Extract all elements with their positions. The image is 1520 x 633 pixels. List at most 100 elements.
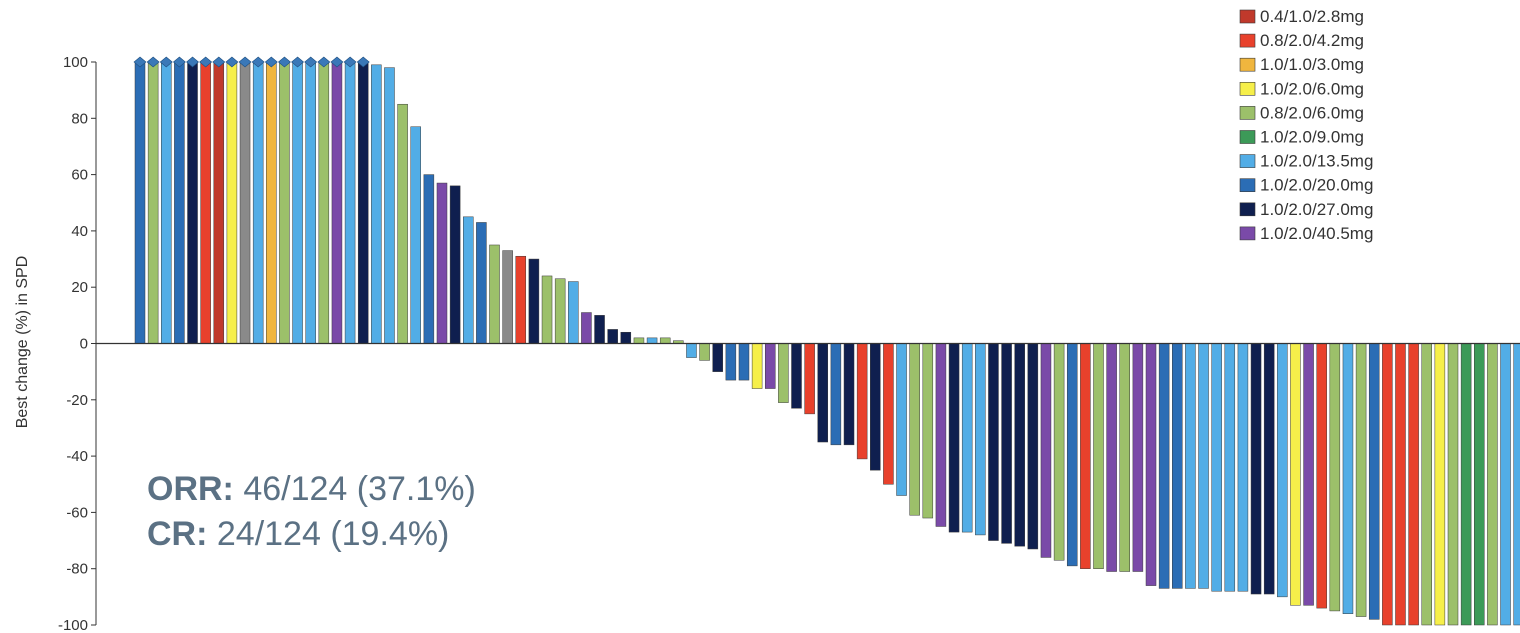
legend-item: 0.8/2.0/6.0mg	[1239, 103, 1364, 122]
bar	[1342, 343, 1354, 614]
y-tick-label: 80	[71, 110, 88, 127]
bar	[1263, 343, 1275, 595]
bar	[515, 255, 527, 344]
legend-item: 0.4/1.0/2.8mg	[1239, 7, 1364, 26]
y-tick-label: -80	[66, 561, 88, 578]
orr-line: ORR: 46/124 (37.1%)	[147, 467, 476, 512]
bar	[764, 343, 776, 389]
bar	[1408, 343, 1419, 626]
y-axis: 100 80 60 40 20 0 -20 -40 -60 -80 -100	[58, 54, 97, 633]
bar	[1185, 343, 1196, 589]
bar	[1132, 343, 1144, 572]
bar	[1001, 343, 1012, 544]
bar	[1421, 343, 1432, 626]
capped-marker	[277, 56, 291, 68]
bar	[502, 250, 513, 344]
bar	[581, 312, 592, 344]
bar	[397, 103, 408, 344]
bar	[1040, 343, 1052, 558]
y-tick-label: -20	[66, 392, 88, 409]
y-tick-label: 60	[71, 167, 88, 184]
bar	[1237, 343, 1249, 592]
legend-label: 1.0/2.0/20.0mg	[1260, 176, 1373, 195]
bar	[449, 185, 461, 344]
bar	[318, 61, 330, 344]
bar	[554, 278, 566, 344]
bar	[371, 64, 382, 344]
bar	[1500, 343, 1511, 626]
bar	[1355, 343, 1367, 617]
capped-marker	[172, 56, 186, 68]
y-axis-title: Best change (%) in SPD	[14, 256, 31, 429]
bar	[1460, 343, 1472, 626]
bar	[699, 343, 710, 361]
legend-swatch	[1239, 106, 1256, 120]
bar	[948, 343, 960, 533]
capped-marker	[186, 56, 199, 68]
bar	[161, 61, 172, 344]
legend-label: 1.0/2.0/9.0mg	[1260, 128, 1364, 147]
legend-label: 1.0/2.0/27.0mg	[1260, 200, 1373, 219]
bar	[1080, 343, 1091, 569]
capped-marker	[343, 56, 357, 68]
bar	[423, 174, 435, 344]
bar	[1303, 343, 1314, 606]
bar	[646, 337, 658, 344]
bar	[1027, 343, 1039, 550]
bar	[384, 67, 395, 344]
bar	[476, 222, 487, 344]
capped-marker	[133, 56, 147, 68]
bar	[568, 281, 579, 344]
y-tick-label: -100	[58, 617, 88, 633]
bar	[1447, 343, 1459, 626]
legend-swatch	[1239, 178, 1256, 192]
bar	[463, 216, 474, 344]
cr-line: CR: 24/124 (19.4%)	[147, 512, 476, 557]
orr-label: ORR:	[147, 470, 234, 508]
capped-marker	[146, 56, 160, 68]
capped-marker	[159, 56, 173, 68]
bar	[659, 337, 671, 344]
y-tick-label: -60	[66, 504, 88, 521]
y-tick-label: 0	[80, 336, 88, 353]
bar	[541, 275, 553, 344]
bar	[1093, 343, 1104, 569]
bar	[1145, 343, 1157, 586]
bar	[712, 343, 723, 372]
capped-marker	[264, 56, 278, 68]
legend-swatch	[1239, 82, 1256, 96]
bar	[1198, 343, 1209, 589]
capped-marker	[251, 56, 265, 68]
capped-marker	[330, 56, 344, 68]
y-tick-label: -40	[66, 448, 88, 465]
bar	[331, 61, 343, 344]
bar	[1434, 343, 1446, 626]
legend-item: 1.0/2.0/27.0mg	[1239, 200, 1373, 219]
cr-value: 24/124 (19.4%)	[207, 515, 450, 553]
bar	[778, 343, 789, 403]
y-tick-label: 40	[71, 223, 88, 240]
legend-swatch	[1239, 9, 1256, 24]
bar	[791, 343, 802, 409]
legend-label: 1.0/2.0/13.5mg	[1260, 152, 1373, 171]
bar	[292, 61, 303, 344]
legend-item: 1.0/2.0/20.0mg	[1239, 176, 1373, 195]
legend-label: 1.0/2.0/6.0mg	[1260, 79, 1364, 98]
bar	[988, 343, 999, 541]
bar	[279, 61, 290, 344]
legend-item: 1.0/1.0/3.0mg	[1239, 55, 1364, 74]
legend-swatch	[1239, 33, 1256, 48]
bar	[1014, 343, 1025, 547]
bar	[1053, 343, 1065, 561]
bar	[436, 182, 448, 344]
bar	[1106, 343, 1117, 572]
capped-marker	[199, 56, 213, 68]
bar	[1250, 343, 1262, 595]
legend-item: 1.0/2.0/9.0mg	[1239, 128, 1364, 147]
legend-item: 1.0/2.0/6.0mg	[1239, 79, 1364, 98]
bar	[1316, 343, 1327, 609]
bar-series	[134, 61, 1520, 626]
legend-swatch	[1239, 202, 1256, 217]
bar	[489, 244, 500, 344]
capped-marker	[212, 56, 226, 68]
